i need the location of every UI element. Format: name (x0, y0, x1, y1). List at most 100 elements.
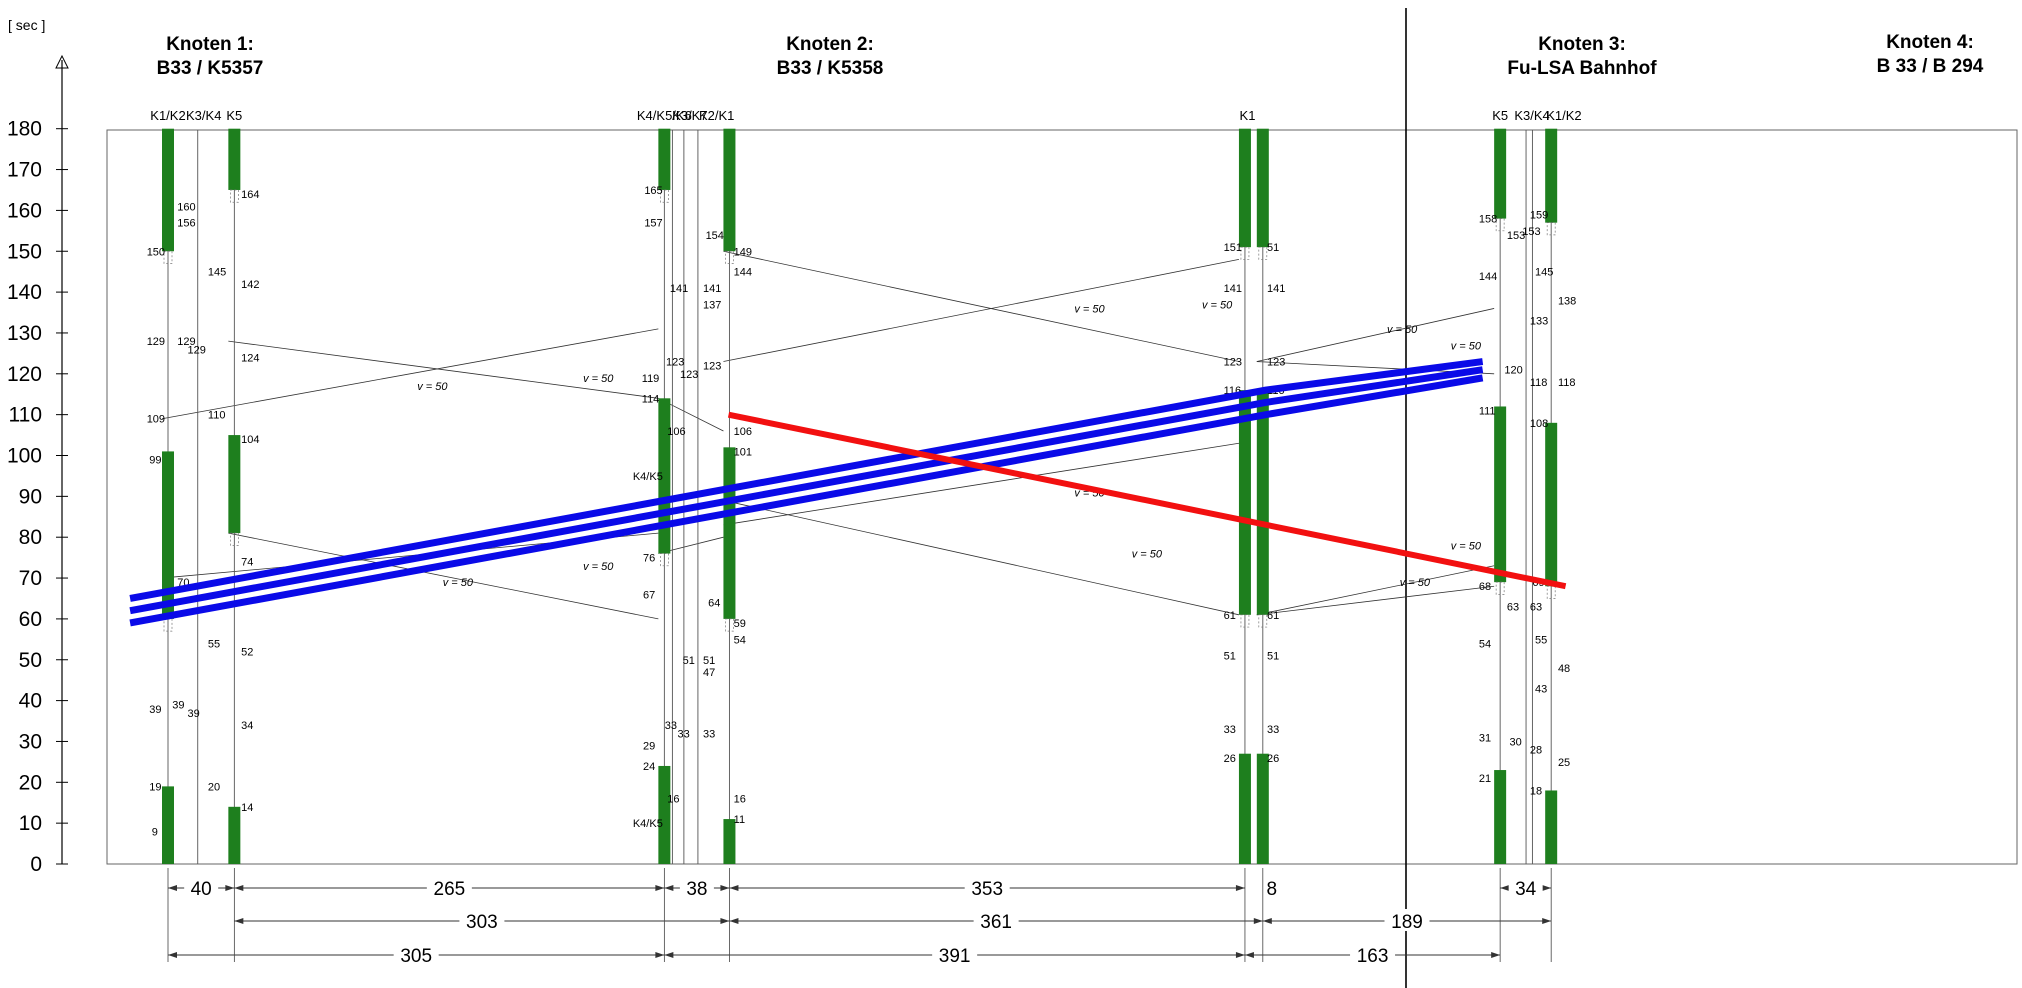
time-label: 154 (706, 230, 724, 242)
time-label: 123 (666, 357, 684, 369)
signal-group-label: K3/K4 (1514, 108, 1549, 123)
y-tick-label: 140 (7, 281, 42, 304)
amber-phase-hatch (163, 250, 173, 264)
time-label: 106 (734, 426, 752, 438)
dimension-label: 361 (980, 912, 1012, 933)
y-tick-label: 90 (19, 485, 42, 508)
y-tick-label: 80 (19, 526, 42, 549)
signal-group-label: K3/K4 (186, 108, 221, 123)
signal-group-label: K1/K2 (1546, 108, 1581, 123)
time-label: 33 (665, 720, 677, 732)
band-edge-line (723, 500, 1240, 616)
dimension-label: 189 (1391, 912, 1423, 933)
time-label: 149 (734, 246, 752, 258)
time-label: 33 (703, 728, 715, 740)
time-label: 51 (1267, 651, 1279, 663)
signal-group-label: K4/K5/K6 (637, 108, 692, 123)
amber-phase-hatch (1495, 581, 1505, 595)
amber-phase-hatch (1240, 246, 1250, 260)
dimension-arrow-icon (1235, 885, 1245, 891)
node-4-title-line2: B 33 / B 294 (1877, 56, 1984, 77)
dimension-label-bg (1350, 943, 1396, 965)
time-label: 144 (1479, 271, 1497, 283)
green-phase-bar (162, 128, 174, 252)
dimension-arrow-icon (1244, 952, 1254, 958)
time-label: 51 (1267, 242, 1279, 254)
speed-label: v = 50 (417, 381, 448, 393)
time-label: 141 (670, 283, 688, 295)
dimension-label: 391 (939, 946, 971, 967)
time-label: 68 (1479, 581, 1491, 593)
green-phase-bar (228, 806, 241, 864)
time-label: 67 (643, 589, 655, 601)
time-label: 165 (644, 185, 662, 197)
dimension-label-bg (1508, 876, 1543, 898)
time-label: 61 (1267, 610, 1279, 622)
time-label: 114 (642, 393, 660, 405)
time-label: 145 (1535, 267, 1553, 279)
time-label: 145 (208, 267, 226, 279)
time-label: 129 (188, 344, 206, 356)
node-1-title-line2: B33 / K5357 (157, 58, 264, 79)
green-phase-bar (723, 819, 736, 864)
amber-phase-hatch (725, 250, 734, 264)
time-label: 141 (1267, 283, 1285, 295)
dimension-arrow-icon (729, 885, 739, 891)
dimension-arrow-icon (1253, 918, 1263, 924)
y-tick-label: 180 (7, 118, 42, 141)
band-edge-line (1256, 565, 1495, 616)
time-label: 108 (1530, 418, 1548, 430)
time-label: K4/K5 (633, 818, 663, 830)
time-label: 144 (734, 267, 752, 279)
green-phase-bar (1494, 770, 1507, 864)
time-label: 54 (734, 634, 746, 646)
signal-group-label: K3/K7 (672, 108, 707, 123)
time-label: 119 (642, 373, 660, 385)
dimension-label-bg (964, 876, 1010, 898)
time-label: 43 (1535, 683, 1547, 695)
dimension-arrow-icon (664, 885, 674, 891)
dimension-label: 8 (1266, 879, 1277, 900)
node-2-title-line2: B33 / K5358 (777, 58, 884, 79)
green-phase-bar (228, 435, 241, 534)
time-label: 141 (1224, 283, 1242, 295)
dimension-label-bg (973, 909, 1019, 931)
y-tick-label: 60 (19, 608, 42, 631)
green-phase-bar (1238, 390, 1251, 615)
distance-dimensions: 40 265 38 353 8 34 303 361 189 305 391 163 (167, 868, 1552, 967)
speed-label: v = 50 (1132, 549, 1163, 561)
time-label: 33 (678, 728, 690, 740)
band-edge-line (723, 250, 1240, 362)
dimension-arrow-icon (1542, 918, 1552, 924)
time-label: 111 (1479, 406, 1496, 418)
band-edge-line (723, 259, 1240, 362)
amber-phase-hatch (1240, 614, 1250, 628)
y-tick-label: 110 (9, 404, 42, 427)
amber-phase-hatch (660, 553, 669, 567)
time-label: 52 (241, 647, 253, 659)
dimension-arrow-icon (1542, 885, 1552, 891)
dimension-label: 303 (466, 912, 498, 933)
dimension-arrow-icon (1500, 885, 1510, 891)
amber-phase-hatch (1258, 614, 1268, 628)
time-label: 33 (1267, 724, 1279, 736)
time-label: 99 (149, 455, 161, 467)
y-tick-label: 50 (19, 649, 42, 672)
amber-phase-hatch (230, 532, 239, 546)
speed-label: v = 50 (1451, 340, 1482, 352)
time-label: 29 (643, 741, 655, 753)
time-label: 164 (241, 189, 259, 201)
green-phase-bar (1256, 390, 1269, 615)
time-label: 120 (1504, 365, 1522, 377)
dimension-label-bg (459, 909, 505, 931)
y-tick-label: 170 (7, 159, 42, 182)
red-band-line (727, 411, 1567, 590)
dimension-label: 265 (434, 879, 466, 900)
y-tick-label: 150 (7, 240, 42, 263)
time-label: 153 (1507, 230, 1525, 242)
y-tick-label: 30 (19, 730, 42, 753)
time-label: 104 (241, 434, 259, 446)
blue-band-line (129, 358, 1484, 602)
dimension-arrow-icon (234, 918, 244, 924)
signal-group-label: K5 (1492, 108, 1508, 123)
